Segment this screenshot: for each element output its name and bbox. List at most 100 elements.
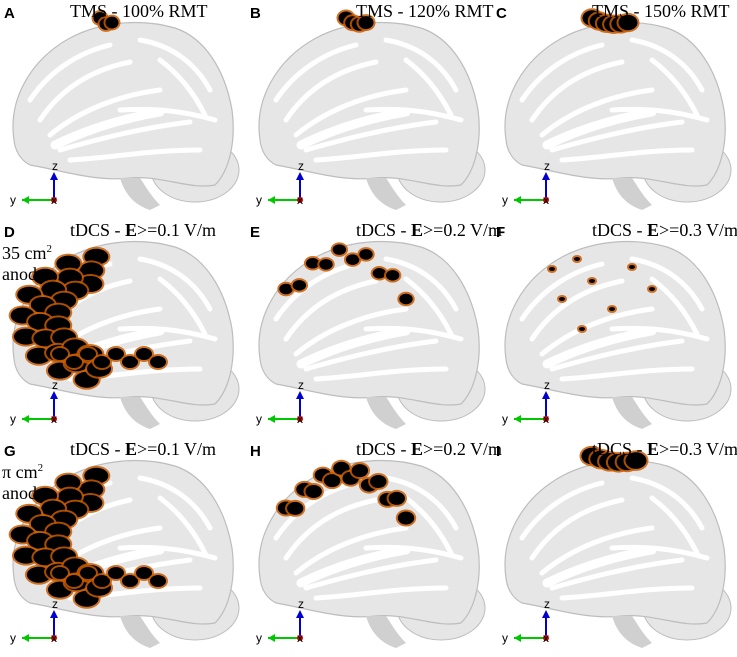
- gyrus: [559, 147, 695, 163]
- axis-label-z: z: [298, 160, 304, 173]
- sylvian-fissure: [50, 107, 165, 150]
- gyrus: [283, 497, 379, 561]
- activation-blob: [105, 16, 119, 29]
- x-axis-marker: [297, 416, 303, 422]
- activation-blob: [345, 254, 360, 265]
- activation-blob: [372, 268, 387, 279]
- gyrus: [629, 37, 705, 93]
- axis-label-y: y: [256, 631, 262, 645]
- gyrus: [519, 42, 605, 103]
- axis-label-z: z: [544, 160, 550, 173]
- y-axis-head: [268, 415, 275, 423]
- panel-b: B TMS - 120% RMT y z x: [246, 0, 494, 219]
- activation-blob: [618, 14, 638, 31]
- y-axis-head: [22, 415, 29, 423]
- z-axis-head: [296, 172, 304, 180]
- activation-blob: [80, 348, 96, 360]
- activation-blob: [79, 481, 104, 498]
- gyrus: [293, 525, 409, 576]
- gyrus: [539, 87, 655, 138]
- x-axis-marker: [543, 635, 549, 641]
- panel-letter: A: [4, 5, 15, 22]
- gyrus: [27, 42, 113, 103]
- panel-title: tDCS - E>=0.1 V/m: [70, 439, 217, 459]
- brainstem: [612, 178, 652, 210]
- activation-blob: [108, 567, 124, 579]
- gyrus: [137, 475, 213, 531]
- gyrus: [629, 475, 705, 531]
- axis-label-y: y: [10, 412, 16, 426]
- brain-render: [258, 240, 486, 429]
- row-label: π cm2 anode: [2, 462, 45, 503]
- axis-label-y: y: [256, 412, 262, 426]
- activation-blob: [370, 474, 387, 488]
- activation-blob: [574, 257, 580, 261]
- x-axis-marker: [543, 416, 549, 422]
- axis-label-x: x: [543, 193, 549, 207]
- activation-blob: [150, 575, 166, 587]
- gyrus: [313, 366, 449, 382]
- gyrus: [539, 525, 655, 576]
- activation-blob: [279, 283, 293, 295]
- z-axis-head: [296, 391, 304, 399]
- panel-title: tDCS - E>=0.2 V/m: [356, 439, 503, 459]
- x-axis-marker: [51, 635, 57, 641]
- panel-title: tDCS - E>=0.3 V/m: [592, 220, 737, 240]
- brain-render: [504, 240, 732, 429]
- activation-blob: [52, 348, 68, 360]
- gyrus: [137, 37, 213, 93]
- activation-blob: [305, 258, 320, 269]
- panel-letter: G: [4, 443, 16, 460]
- brainstem: [612, 397, 652, 429]
- z-axis-head: [50, 391, 58, 399]
- gyrus: [57, 119, 193, 153]
- axis-label-z: z: [298, 379, 304, 392]
- panel-letter: H: [250, 443, 261, 460]
- brain-render: [8, 459, 240, 648]
- gyrus: [303, 557, 439, 591]
- sylvian-fissure: [296, 545, 411, 588]
- activation-blob: [319, 259, 333, 270]
- activation-blob: [94, 356, 110, 368]
- activation-blob: [649, 287, 655, 291]
- gyrus: [303, 119, 439, 153]
- brainstem: [366, 178, 406, 210]
- brain-render: [8, 240, 240, 429]
- activation-blob: [625, 452, 647, 469]
- brain-render: [12, 10, 240, 210]
- panel-letter: I: [496, 443, 501, 460]
- axis-label-y: y: [256, 193, 262, 207]
- panel-title: TMS - 120% RMT: [356, 1, 494, 21]
- axis-label-x: x: [297, 412, 303, 426]
- axis-triad: y z x: [502, 379, 550, 426]
- axis-label-z: z: [52, 598, 58, 611]
- activation-blob: [79, 262, 104, 279]
- activation-blob: [549, 267, 555, 271]
- axis-label-y: y: [502, 412, 508, 426]
- gyrus: [383, 475, 459, 531]
- activation-map: [580, 8, 640, 34]
- panel-letter: C: [496, 5, 507, 22]
- activation-blob: [136, 567, 152, 579]
- axis-triad: y z x: [256, 598, 304, 645]
- x-axis-marker: [297, 635, 303, 641]
- gyrus: [383, 37, 459, 93]
- axis-triad: y z x: [256, 160, 304, 207]
- axis-label-y: y: [10, 631, 16, 645]
- y-axis-head: [514, 196, 521, 204]
- z-axis-head: [542, 610, 550, 618]
- gyrus: [649, 57, 700, 118]
- gyrus: [37, 59, 133, 123]
- activation-map: [277, 242, 415, 307]
- brainstem: [612, 616, 652, 648]
- z-axis-head: [50, 610, 58, 618]
- panel-letter: F: [496, 224, 506, 241]
- gyrus: [303, 338, 439, 372]
- brain-render: [504, 445, 732, 648]
- activation-blob: [122, 356, 138, 368]
- activation-blob: [559, 297, 565, 301]
